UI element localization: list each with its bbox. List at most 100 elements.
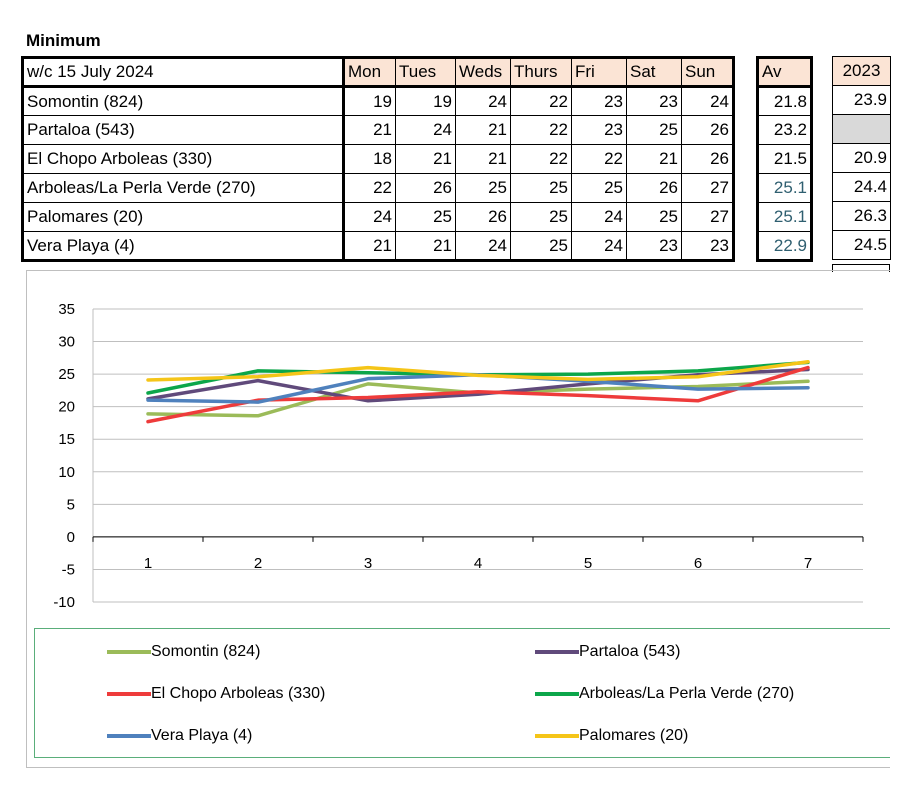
day-header: Mon — [343, 57, 396, 88]
x-tick-label: 4 — [474, 555, 482, 572]
average-cell: 25.1 — [757, 202, 812, 232]
day-header: Sun — [681, 57, 734, 88]
year-2023-cell — [832, 114, 891, 144]
station-name: Somontin (824) — [22, 86, 345, 116]
series-line — [146, 365, 810, 424]
table-row: El Chopo Arboleas (330) 18 21 21 22 22 2… — [22, 144, 734, 174]
average-cell: 21.8 — [757, 86, 812, 116]
temp-cell: 22 — [510, 144, 572, 174]
temp-cell: 22 — [510, 115, 572, 145]
year-2023-cell: 26.3 — [832, 201, 891, 231]
year-2023-cell: 24.4 — [832, 172, 891, 202]
temp-cell: 26 — [455, 202, 511, 232]
temp-cell: 23 — [571, 115, 627, 145]
series-line — [146, 359, 810, 382]
y-tick-label: 10 — [58, 464, 75, 481]
table-row: Vera Playa (4) 21 21 24 25 24 23 23 — [22, 231, 734, 261]
temp-cell: 21 — [395, 144, 456, 174]
line-chart: -10 -5 0 5 10 15 20 25 30 35 1 2 3 4 5 6 7 — [53, 301, 864, 611]
table-row — [832, 114, 891, 144]
temp-cell: 25 — [510, 173, 572, 203]
legend-item: Somontin (824) — [107, 643, 260, 661]
temp-cell: 23 — [626, 86, 682, 116]
chart-legend: Somontin (824) Partaloa (543) El Chopo Arb… — [34, 628, 890, 758]
table-row: 23.9 — [832, 85, 891, 115]
average-header: Av — [757, 57, 812, 88]
year-2023-table: 2023 23.9 20.9 24.4 26.3 24.5 — [832, 56, 891, 260]
temp-cell: 26 — [681, 144, 734, 174]
day-header: Tues — [395, 57, 456, 88]
legend-label: Vera Playa (4) — [151, 727, 253, 744]
legend-swatch — [535, 650, 579, 654]
year-2023-cell: 24.5 — [832, 230, 891, 260]
legend-label: Arboleas/La Perla Verde (270) — [579, 685, 795, 702]
year-header: 2023 — [832, 56, 891, 86]
temp-cell: 23 — [681, 231, 734, 261]
y-tick-label: 0 — [67, 529, 75, 546]
temp-cell: 22 — [343, 173, 396, 203]
year-header-row: 2023 — [832, 56, 891, 86]
temp-cell: 25 — [510, 231, 572, 261]
station-name: El Chopo Arboleas (330) — [22, 144, 345, 174]
legend-item: Vera Playa (4) — [107, 727, 252, 745]
temp-cell: 25 — [510, 202, 572, 232]
average-header-row: Av — [757, 57, 812, 88]
table-row: 24.5 — [832, 230, 891, 260]
table-row: 20.9 — [832, 143, 891, 173]
temp-cell: 22 — [510, 86, 572, 116]
table-row: Somontin (824) 19 19 24 22 23 23 24 — [22, 86, 734, 116]
day-header: Fri — [571, 57, 627, 88]
temp-cell: 24 — [681, 86, 734, 116]
temp-cell: 25 — [455, 173, 511, 203]
legend-item: Arboleas/La Perla Verde (270) — [535, 685, 794, 703]
temp-cell: 26 — [626, 173, 682, 203]
temp-cell: 26 — [681, 115, 734, 145]
temp-cell: 24 — [455, 231, 511, 261]
temp-cell: 21 — [455, 144, 511, 174]
temp-cell: 18 — [343, 144, 396, 174]
x-tick-label: 7 — [804, 555, 812, 572]
legend-swatch — [107, 650, 151, 654]
station-name: Arboleas/La Perla Verde (270) — [22, 173, 345, 203]
legend-item: El Chopo Arboleas (330) — [107, 685, 325, 703]
temp-cell: 19 — [395, 86, 456, 116]
legend-label: Partaloa (543) — [579, 643, 681, 660]
minimum-table: w/c 15 July 2024 Mon Tues Weds Thurs Fri… — [21, 56, 735, 262]
table-row: Arboleas/La Perla Verde (270) 22 26 25 2… — [22, 173, 734, 203]
average-cell: 21.5 — [757, 144, 812, 174]
y-tick-label: -5 — [62, 561, 75, 578]
week-label: w/c 15 July 2024 — [22, 57, 345, 88]
temp-cell: 22 — [571, 144, 627, 174]
station-name: Partaloa (543) — [22, 115, 345, 145]
temp-cell: 25 — [395, 202, 456, 232]
temp-cell: 21 — [455, 115, 511, 145]
y-tick-label: 25 — [58, 366, 75, 383]
day-header: Sat — [626, 57, 682, 88]
temp-cell: 25 — [571, 173, 627, 203]
legend-item: Partaloa (543) — [535, 643, 680, 661]
legend-swatch — [107, 692, 151, 696]
y-tick-label: 20 — [58, 399, 75, 416]
legend-swatch — [535, 692, 579, 696]
day-header: Weds — [455, 57, 511, 88]
x-tick-label: 5 — [584, 555, 592, 572]
temp-cell: 24 — [571, 231, 627, 261]
temp-cell: 19 — [343, 86, 396, 116]
table-row: 23.2 — [757, 115, 812, 145]
table-row: 24.4 — [832, 172, 891, 202]
average-cell: 25.1 — [757, 173, 812, 203]
legend-swatch — [107, 734, 151, 738]
chart-area: -10 -5 0 5 10 15 20 25 30 35 1 2 3 4 5 6 7 — [26, 270, 890, 768]
legend-label: El Chopo Arboleas (330) — [151, 685, 326, 702]
temp-cell: 24 — [343, 202, 396, 232]
x-tick-label: 1 — [144, 555, 152, 572]
table-row: 26.3 — [832, 201, 891, 231]
temp-cell: 24 — [571, 202, 627, 232]
temp-cell: 21 — [395, 231, 456, 261]
temp-cell: 27 — [681, 173, 734, 203]
year-column-extension — [832, 264, 890, 272]
temp-cell: 25 — [626, 202, 682, 232]
table-row: 21.5 — [757, 144, 812, 174]
y-tick-label: 15 — [58, 431, 75, 448]
temp-cell: 23 — [571, 86, 627, 116]
